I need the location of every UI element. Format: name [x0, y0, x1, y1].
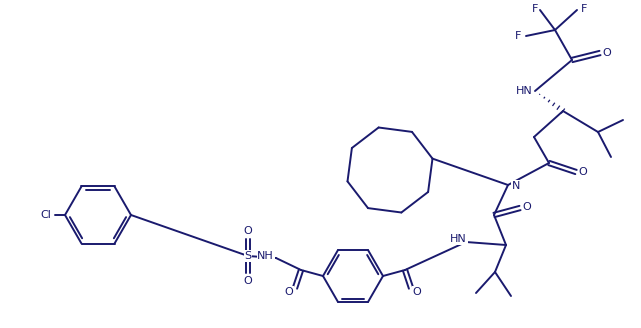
Text: HN: HN — [516, 86, 533, 96]
Text: NH: NH — [257, 251, 274, 261]
Text: O: O — [603, 48, 612, 58]
Text: HN: HN — [450, 234, 467, 244]
Text: Cl: Cl — [40, 210, 51, 220]
Text: F: F — [581, 4, 587, 14]
Text: O: O — [522, 202, 531, 212]
Text: F: F — [515, 31, 521, 41]
Text: O: O — [244, 276, 253, 286]
Text: O: O — [244, 226, 253, 236]
Text: O: O — [413, 287, 421, 297]
Text: O: O — [285, 287, 294, 297]
Text: F: F — [532, 4, 538, 14]
Text: N: N — [512, 181, 520, 191]
Text: O: O — [579, 167, 587, 177]
Text: S: S — [244, 251, 251, 261]
